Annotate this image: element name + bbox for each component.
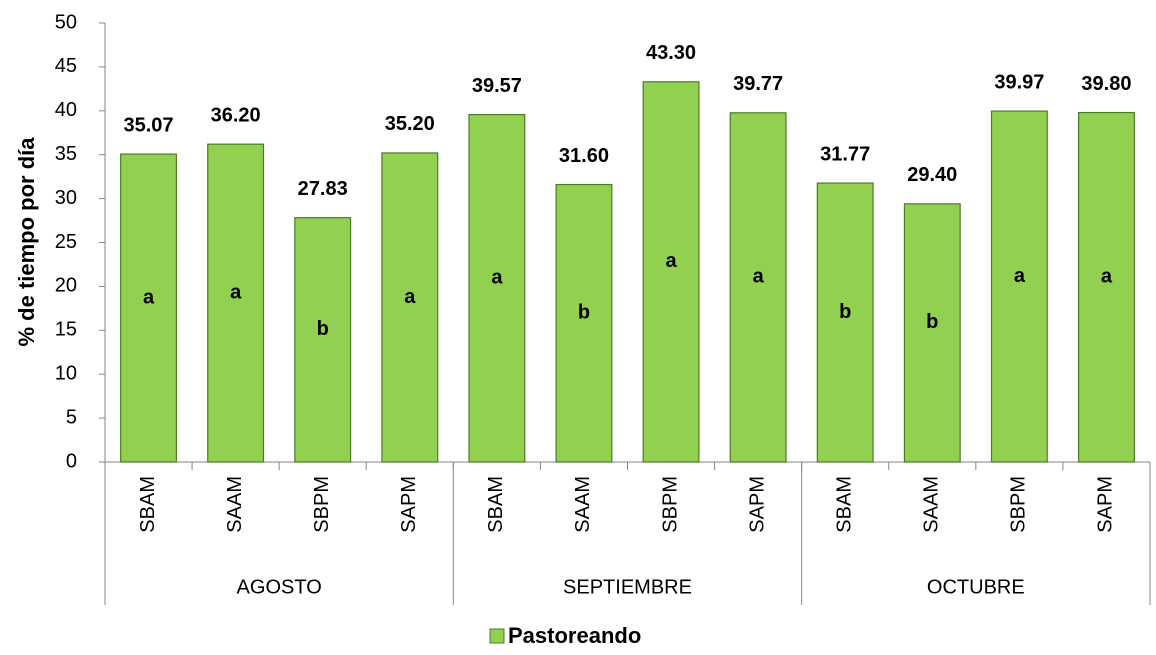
x-tick-label: SBPM	[659, 476, 681, 533]
y-tick-label: 20	[55, 275, 77, 297]
bar	[555, 183, 613, 463]
annotation: a	[665, 250, 677, 272]
legend-swatch	[489, 628, 505, 644]
bar	[468, 113, 526, 463]
x-tick-label: SAAM	[224, 476, 246, 533]
data-label: 43.30	[646, 42, 696, 64]
annotation: b	[926, 311, 938, 333]
x-tick-label: SBAM	[833, 476, 855, 533]
y-tick-label: 25	[55, 231, 77, 253]
x-tick-label: SAAM	[572, 476, 594, 533]
bar	[207, 143, 265, 463]
bar	[294, 217, 352, 463]
annotation: a	[143, 286, 155, 308]
x-tick-label: SBPM	[311, 476, 333, 533]
annotation: b	[578, 302, 590, 324]
data-label: 39.97	[994, 71, 1044, 93]
x-tick-label: SAPM	[398, 476, 420, 533]
annotation: a	[1101, 266, 1113, 288]
data-label: 36.20	[211, 104, 261, 126]
x-tick-label: SAPM	[746, 476, 768, 533]
legend-label: Pastoreando	[508, 623, 641, 648]
x-tick-label: SAPM	[1095, 476, 1117, 533]
annotation: a	[230, 281, 242, 303]
data-label: 29.40	[907, 164, 957, 186]
y-axis-label: % de tiempo por día	[14, 137, 39, 347]
data-label: 31.77	[820, 143, 870, 165]
bar	[120, 153, 178, 463]
y-tick-label: 50	[55, 11, 77, 33]
bar	[990, 110, 1048, 463]
data-label: 35.20	[385, 113, 435, 135]
data-label: 31.60	[559, 145, 609, 167]
x-tick-label: SBAM	[137, 476, 159, 533]
data-label: 39.80	[1081, 73, 1131, 95]
bar	[381, 152, 439, 463]
annotation: a	[491, 267, 503, 289]
y-tick-label: 40	[55, 99, 77, 121]
bar	[1077, 111, 1135, 463]
data-label: 27.83	[298, 178, 348, 200]
bar	[642, 81, 700, 463]
x-tick-label: SBAM	[485, 476, 507, 533]
data-label: 39.77	[733, 73, 783, 95]
x-tick-label: SAAM	[921, 476, 943, 533]
y-tick-label: 0	[66, 450, 77, 472]
group-label: OCTUBRE	[927, 576, 1025, 598]
data-label: 39.57	[472, 75, 522, 97]
annotation: b	[317, 318, 329, 340]
group-label: SEPTIEMBRE	[563, 576, 692, 598]
y-tick-label: 5	[66, 406, 77, 428]
annotation: a	[404, 286, 416, 308]
data-label: 35.07	[124, 114, 174, 136]
bar	[903, 203, 961, 463]
y-tick-label: 35	[55, 143, 77, 165]
x-tick-label: SBPM	[1008, 476, 1030, 533]
group-label: AGOSTO	[237, 576, 322, 598]
bar	[729, 112, 787, 463]
annotation: a	[1014, 265, 1026, 287]
bar	[816, 182, 874, 463]
annotation: a	[753, 266, 765, 288]
y-tick-label: 10	[55, 362, 77, 384]
y-tick-label: 15	[55, 319, 77, 341]
y-tick-label: 45	[55, 55, 77, 77]
annotation: b	[839, 301, 851, 323]
y-tick-label: 30	[55, 187, 77, 209]
